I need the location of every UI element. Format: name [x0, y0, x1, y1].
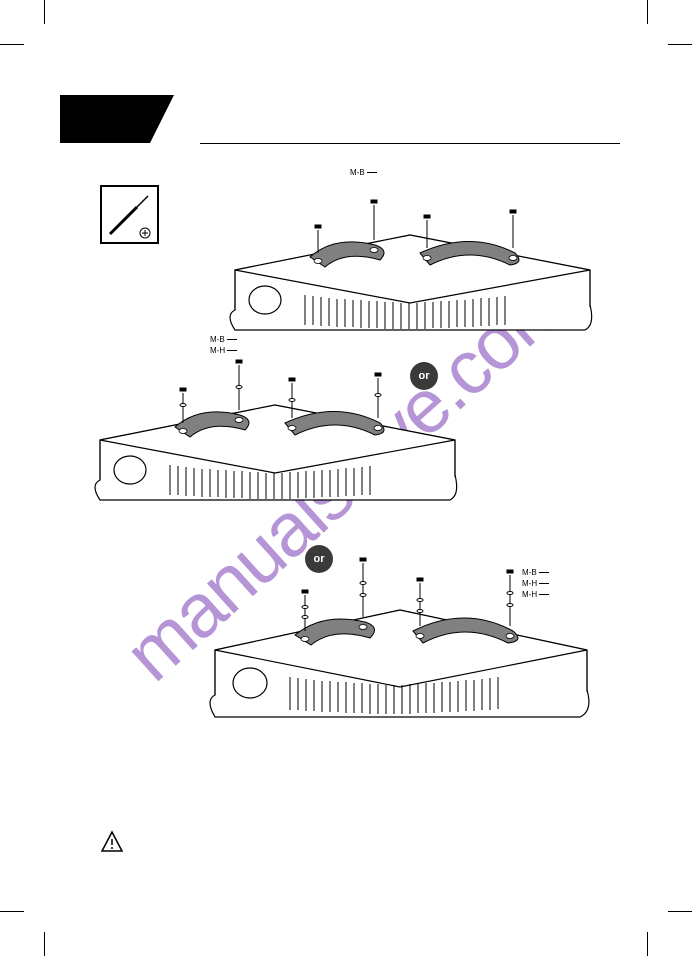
- crop-mark: [647, 932, 648, 956]
- label-mb: M-B: [210, 335, 225, 344]
- crop-mark: [0, 911, 24, 912]
- label-stack-top: M-B: [350, 168, 377, 179]
- crop-mark: [44, 0, 45, 24]
- header-line: [200, 143, 620, 144]
- label-mb: M-B: [522, 568, 537, 577]
- crop-mark: [668, 44, 692, 45]
- label-mh: M-H: [210, 346, 225, 355]
- crop-mark: [668, 911, 692, 912]
- header-tab: [60, 95, 150, 143]
- warning-icon: [100, 830, 124, 854]
- label-mh: M-H: [522, 590, 537, 599]
- crop-mark: [647, 0, 648, 24]
- crop-mark: [44, 932, 45, 956]
- crop-mark: [0, 44, 24, 45]
- screwdriver-icon: [102, 187, 157, 242]
- label-stack-bottom: M-B M-H M-H: [522, 568, 549, 601]
- label-mh: M-H: [522, 579, 537, 588]
- tool-icon-box: [100, 185, 159, 244]
- label-stack-middle: M-B M-H: [210, 335, 237, 357]
- label-mb: M-B: [350, 168, 365, 177]
- assembly-diagram-middle: [80, 345, 470, 545]
